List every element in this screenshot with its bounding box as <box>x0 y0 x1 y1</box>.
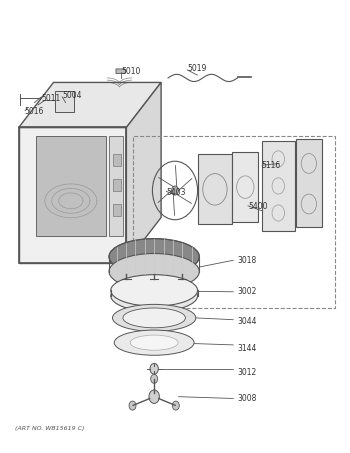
Text: 5004: 5004 <box>62 92 82 101</box>
Bar <box>112 179 121 191</box>
Ellipse shape <box>111 275 197 306</box>
Ellipse shape <box>123 308 186 328</box>
Bar <box>112 154 121 166</box>
Text: 5019: 5019 <box>187 64 206 73</box>
Circle shape <box>149 390 159 404</box>
Text: 5116: 5116 <box>262 161 281 170</box>
Ellipse shape <box>111 280 197 312</box>
Text: 3008: 3008 <box>238 394 257 403</box>
Polygon shape <box>126 82 161 263</box>
Text: 5016: 5016 <box>24 107 43 116</box>
Bar <box>19 127 126 263</box>
Text: 5011: 5011 <box>41 94 61 103</box>
Ellipse shape <box>109 254 199 289</box>
Circle shape <box>151 374 158 383</box>
Text: 5400: 5400 <box>248 202 267 211</box>
Ellipse shape <box>112 304 196 332</box>
Text: 3144: 3144 <box>238 343 257 352</box>
Bar <box>36 136 106 236</box>
Bar <box>55 92 74 112</box>
Text: 3002: 3002 <box>238 287 257 296</box>
Ellipse shape <box>114 330 194 355</box>
Text: 3044: 3044 <box>238 317 257 326</box>
Text: 3012: 3012 <box>238 368 257 377</box>
Circle shape <box>129 401 136 410</box>
Polygon shape <box>116 69 126 73</box>
Text: 5403: 5403 <box>166 188 186 197</box>
Bar <box>262 141 295 231</box>
Circle shape <box>172 186 178 195</box>
Ellipse shape <box>130 335 178 350</box>
Text: 3018: 3018 <box>238 256 257 265</box>
Bar <box>109 136 123 236</box>
Bar <box>19 127 126 263</box>
Text: 5010: 5010 <box>121 67 141 76</box>
Bar <box>133 136 335 308</box>
Polygon shape <box>19 82 161 127</box>
Text: (ART NO. WB15619 C): (ART NO. WB15619 C) <box>15 426 85 431</box>
Bar <box>232 152 258 222</box>
Circle shape <box>172 401 179 410</box>
Ellipse shape <box>109 239 199 275</box>
Bar <box>197 154 232 224</box>
Bar <box>112 204 121 216</box>
Circle shape <box>150 363 158 374</box>
Bar <box>296 139 322 226</box>
